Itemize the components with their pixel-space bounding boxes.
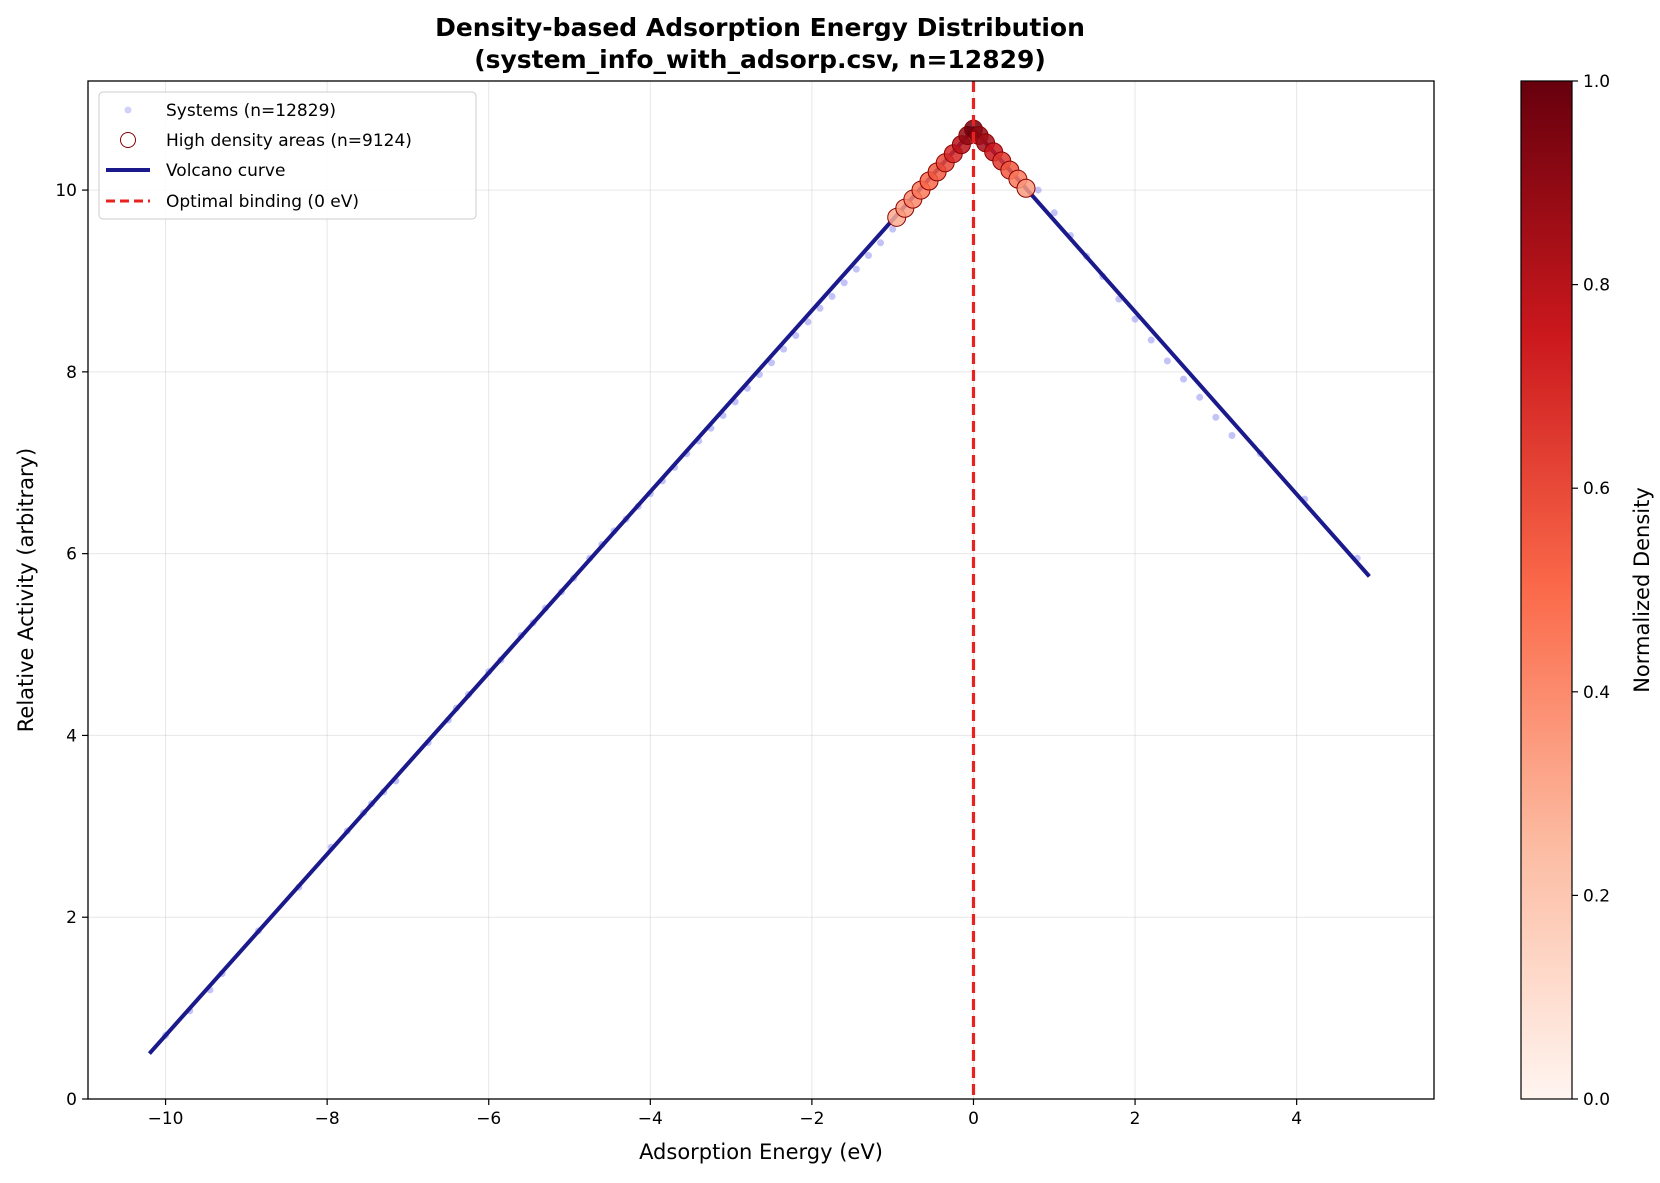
system-point	[792, 332, 800, 339]
system-point	[816, 304, 824, 312]
system-point	[1212, 413, 1220, 421]
x-tick-label: −2	[799, 1109, 824, 1129]
plot-frame	[87, 80, 1435, 1100]
colorbar-label: Normalized Density	[1630, 487, 1654, 693]
system-point	[1050, 209, 1058, 217]
y-tick-label: 0	[66, 1090, 77, 1110]
system-point	[1034, 186, 1042, 194]
system-point	[768, 359, 776, 367]
system-point	[864, 252, 872, 260]
system-point	[852, 265, 860, 273]
legend-systems-label: Systems (n=12829)	[166, 101, 336, 121]
system-point	[1147, 336, 1155, 344]
y-tick-label: 8	[66, 363, 77, 383]
system-point	[804, 318, 812, 326]
system-point	[1228, 431, 1236, 439]
colorbar-tick-label: 0.0	[1583, 1090, 1610, 1110]
system-point	[840, 279, 848, 287]
colorbar-tick-label: 0.4	[1583, 683, 1610, 703]
x-tick-label: 2	[1130, 1109, 1141, 1129]
legend-density-marker	[120, 132, 136, 148]
colorbar-tick-label: 0.6	[1583, 479, 1610, 499]
y-tick-label: 6	[66, 545, 77, 565]
x-axis-label: Adsorption Energy (eV)	[639, 1140, 883, 1164]
system-point	[780, 345, 788, 353]
y-tick-label: 2	[66, 908, 77, 928]
system-point	[828, 292, 836, 300]
x-axis-ticks: −10 −8 −6 −4 −2 0 2 4	[148, 1099, 1302, 1129]
legend-box	[98, 91, 477, 220]
x-tick-label: −10	[148, 1109, 184, 1129]
x-tick-label: −6	[476, 1109, 501, 1129]
colorbar-tick-label: 0.8	[1583, 276, 1610, 296]
system-point	[1131, 315, 1139, 323]
volcano-curve-layer	[147, 126, 1371, 1055]
colorbar: 0.0 0.2 0.4 0.6 0.8 1.0 Normalized Density	[1520, 72, 1654, 1110]
plot-area	[147, 81, 1371, 1099]
system-point	[1196, 393, 1204, 401]
legend-optimal-label: Optimal binding (0 eV)	[166, 192, 359, 212]
legend: Systems (n=12829) High density areas (n=…	[98, 91, 477, 220]
high-density-points	[887, 119, 1036, 227]
legend-systems-marker	[124, 106, 132, 114]
x-tick-label: −8	[315, 1109, 340, 1129]
grid-lines	[88, 81, 1434, 1100]
legend-volcano-label: Volcano curve	[166, 161, 285, 181]
colorbar-tick-label: 0.2	[1583, 886, 1610, 906]
y-axis-ticks: 0 2 4 6 8 10	[55, 181, 88, 1110]
legend-density-label: High density areas (n=9124)	[166, 131, 412, 151]
y-axis-label: Relative Activity (arbitrary)	[14, 448, 38, 732]
y-tick-label: 10	[55, 181, 77, 201]
x-tick-label: 4	[1291, 1109, 1302, 1129]
system-point	[889, 225, 897, 233]
system-point	[1180, 375, 1188, 383]
y-tick-label: 4	[66, 726, 77, 746]
colorbar-gradient	[1520, 80, 1573, 1100]
x-tick-label: −4	[638, 1109, 663, 1129]
high-density-point	[1016, 178, 1036, 198]
chart-title: Density-based Adsorption Energy Distribu…	[435, 13, 1085, 42]
chart-subtitle: (system_info_with_adsorp.csv, n=12829)	[474, 45, 1046, 74]
x-tick-label: 0	[968, 1109, 979, 1129]
system-point	[877, 239, 885, 247]
colorbar-ticks: 0.0 0.2 0.4 0.6 0.8 1.0	[1572, 72, 1610, 1110]
volcano-curve-line	[147, 126, 1371, 1055]
system-point	[1163, 357, 1171, 365]
systems-points	[162, 186, 1361, 1039]
colorbar-tick-label: 1.0	[1583, 72, 1610, 92]
